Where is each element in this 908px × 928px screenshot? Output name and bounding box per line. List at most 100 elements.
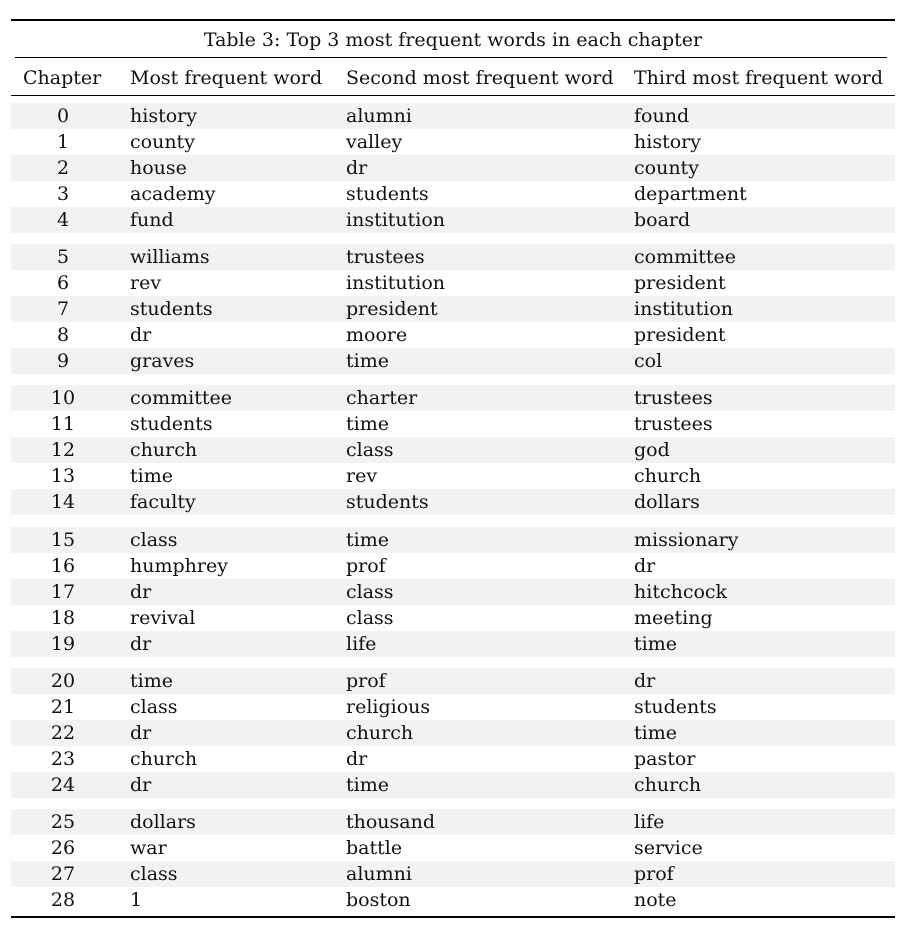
cell-most-frequent: students	[130, 413, 213, 435]
cell-most-frequent: revival	[130, 607, 196, 629]
cell-second-most-frequent: battle	[346, 837, 403, 859]
cell-most-frequent: county	[130, 131, 195, 153]
table-row: 28 1 boston note	[11, 887, 895, 913]
cell-second-most-frequent: prof	[346, 670, 386, 692]
cell-third-most-frequent: department	[634, 183, 747, 205]
cell-chapter: 1	[56, 131, 70, 153]
cell-chapter: 15	[50, 529, 76, 551]
table-row: 13 time rev church	[11, 463, 895, 489]
table-row: 22 dr church time	[11, 720, 895, 746]
table-row: 14 faculty students dollars	[11, 489, 895, 515]
cell-third-most-frequent: note	[634, 889, 677, 911]
cell-third-most-frequent: institution	[634, 298, 734, 320]
table-row: 23 church dr pastor	[11, 746, 895, 772]
cell-most-frequent: humphrey	[130, 555, 228, 577]
cell-most-frequent: students	[130, 298, 213, 320]
cell-chapter: 14	[50, 491, 76, 513]
cell-third-most-frequent: board	[634, 209, 691, 231]
cell-second-most-frequent: class	[346, 581, 394, 603]
table-row: 18 revival class meeting	[11, 605, 895, 631]
cell-third-most-frequent: trustees	[634, 387, 713, 409]
cell-chapter: 9	[56, 350, 70, 372]
cell-second-most-frequent: church	[346, 722, 414, 744]
cell-chapter: 22	[50, 722, 76, 744]
cell-most-frequent: rev	[130, 272, 162, 294]
cell-third-most-frequent: trustees	[634, 413, 713, 435]
cell-second-most-frequent: religious	[346, 696, 431, 718]
cell-most-frequent: dr	[130, 722, 152, 744]
table-header-row: Chapter Most frequent word Second most f…	[11, 66, 895, 90]
cell-third-most-frequent: life	[634, 811, 665, 833]
cell-third-most-frequent: found	[634, 105, 690, 127]
cell-second-most-frequent: time	[346, 774, 389, 796]
cell-most-frequent: class	[130, 863, 178, 885]
cell-chapter: 3	[56, 183, 70, 205]
table-row: 8 dr moore president	[11, 322, 895, 348]
cell-second-most-frequent: thousand	[346, 811, 436, 833]
cell-second-most-frequent: students	[346, 491, 429, 513]
cell-third-most-frequent: students	[634, 696, 717, 718]
cell-second-most-frequent: dr	[346, 157, 368, 179]
cell-most-frequent: war	[130, 837, 167, 859]
cell-chapter: 11	[50, 413, 76, 435]
cell-chapter: 12	[50, 439, 76, 461]
cell-second-most-frequent: time	[346, 413, 389, 435]
table-row: 4 fund institution board	[11, 207, 895, 233]
cell-second-most-frequent: institution	[346, 209, 446, 231]
table-row: 0 history alumni found	[11, 103, 895, 129]
cell-second-most-frequent: class	[346, 439, 394, 461]
cell-chapter: 18	[50, 607, 76, 629]
cell-second-most-frequent: moore	[346, 324, 408, 346]
cell-chapter: 28	[50, 889, 76, 911]
cell-most-frequent: dr	[130, 581, 152, 603]
table-row: 7 students president institution	[11, 296, 895, 322]
table-row: 24 dr time church	[11, 772, 895, 798]
cell-most-frequent: house	[130, 157, 187, 179]
cell-third-most-frequent: dr	[634, 555, 656, 577]
cell-most-frequent: faculty	[130, 491, 196, 513]
cell-chapter: 10	[50, 387, 76, 409]
cell-third-most-frequent: pastor	[634, 748, 696, 770]
cell-chapter: 8	[56, 324, 70, 346]
table-row: 26 war battle service	[11, 835, 895, 861]
cell-second-most-frequent: time	[346, 350, 389, 372]
cell-third-most-frequent: church	[634, 774, 702, 796]
cell-most-frequent: 1	[130, 889, 143, 911]
table-row: 12 church class god	[11, 437, 895, 463]
cell-most-frequent: history	[130, 105, 197, 127]
cell-most-frequent: academy	[130, 183, 216, 205]
cell-most-frequent: time	[130, 670, 173, 692]
cell-third-most-frequent: dr	[634, 670, 656, 692]
cell-chapter: 17	[50, 581, 76, 603]
cell-most-frequent: fund	[130, 209, 174, 231]
table-row: 2 house dr county	[11, 155, 895, 181]
cell-chapter: 24	[50, 774, 76, 796]
header-second-most-frequent: Second most frequent word	[346, 67, 614, 89]
cell-second-most-frequent: alumni	[346, 863, 412, 885]
cell-most-frequent: dollars	[130, 811, 196, 833]
cell-chapter: 6	[56, 272, 70, 294]
table-row: 17 dr class hitchcock	[11, 579, 895, 605]
top-rule	[11, 19, 895, 21]
cell-most-frequent: dr	[130, 324, 152, 346]
cell-second-most-frequent: boston	[346, 889, 411, 911]
cell-third-most-frequent: county	[634, 157, 699, 179]
cell-second-most-frequent: class	[346, 607, 394, 629]
cell-chapter: 2	[56, 157, 70, 179]
cell-chapter: 7	[56, 298, 70, 320]
cell-chapter: 26	[50, 837, 76, 859]
cell-third-most-frequent: committee	[634, 246, 736, 268]
cell-second-most-frequent: rev	[346, 465, 378, 487]
cell-third-most-frequent: prof	[634, 863, 674, 885]
cell-third-most-frequent: church	[634, 465, 702, 487]
cell-third-most-frequent: hitchcock	[634, 581, 728, 603]
cell-chapter: 25	[50, 811, 76, 833]
cell-most-frequent: dr	[130, 774, 152, 796]
header-most-frequent: Most frequent word	[130, 67, 323, 89]
cell-third-most-frequent: dollars	[634, 491, 700, 513]
table-row: 25 dollars thousand life	[11, 809, 895, 835]
cell-third-most-frequent: col	[634, 350, 663, 372]
table-row: 9 graves time col	[11, 348, 895, 374]
table-row: 10 committee charter trustees	[11, 385, 895, 411]
table-row: 19 dr life time	[11, 631, 895, 657]
